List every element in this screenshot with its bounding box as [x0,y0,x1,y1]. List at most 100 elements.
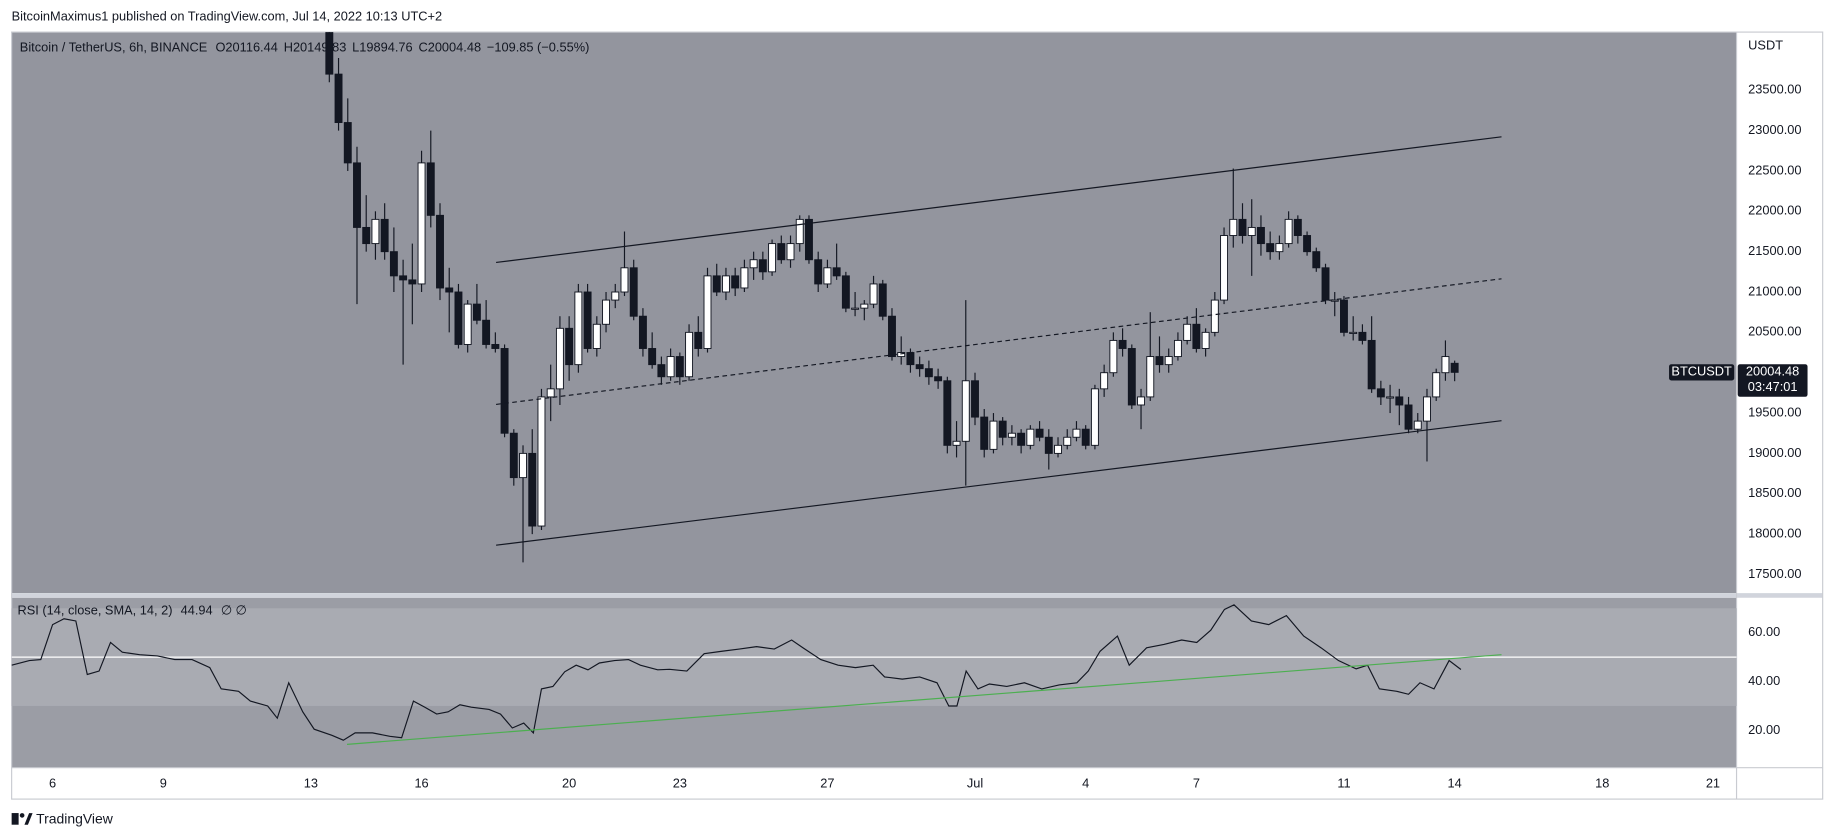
candle-body [795,218,804,245]
legend-value: 20149.83 [293,40,346,55]
candle-body [1127,348,1136,406]
trendline [496,136,1502,264]
legend-value: 19894.76 [359,40,412,55]
candle-body [1441,356,1450,374]
legend-value: 20116.44 [225,40,277,55]
candle-body [1155,356,1164,366]
candle-body [1321,267,1330,301]
x-tick-label: 18 [1595,775,1609,790]
candle-body [620,267,629,293]
logo-mark [19,813,25,818]
candle-body [1100,372,1109,390]
candle-body [971,380,979,418]
byline: BitcoinMaximus1 published on TradingView… [12,8,442,23]
candle-body [860,303,869,309]
candle-body [1423,396,1431,422]
candle-body [389,251,398,277]
candle-body [528,452,537,527]
candle-body [353,162,361,228]
candle-body [454,291,463,345]
candle-body [1413,420,1422,430]
candle-body [1376,388,1385,398]
candle-body [1109,339,1118,374]
x-tick-label: 9 [160,775,167,790]
rsi-line [11,604,1462,741]
candle-body [592,323,601,349]
candle-body [546,388,555,398]
x-tick-label: Jul [967,775,983,790]
candle-body [638,315,647,349]
rsi-title: RSI (14, close, SMA, 14, 2) [17,603,172,618]
candle-body [1220,235,1229,301]
rsi-tick-label: 60.00 [1748,624,1780,639]
candle-body [491,343,500,349]
candle-body [740,267,749,289]
y-tick-label: 22000.00 [1748,203,1801,218]
legend-change: −109.85 (−0.55%) [487,40,589,55]
footer-brand: TradingView [36,811,114,827]
candle-body [694,331,703,349]
x-tick-label: 16 [414,775,428,790]
rsi-tick-label: 40.00 [1748,673,1780,688]
symbol-box [1669,364,1735,381]
candle-body [685,331,694,378]
candle-body [648,348,657,366]
candle-body [869,283,878,305]
candle-body [1063,436,1072,446]
candle-body [1340,299,1348,333]
legend-letter: C [418,40,427,55]
candle-body [408,279,417,285]
candle-body [1395,396,1404,406]
candle-body [1173,339,1182,358]
candle-body [703,275,712,349]
candle-body [509,432,518,479]
candle-body [1450,362,1459,373]
candle-body [565,327,574,366]
trendline [496,278,1502,405]
x-tick-label: 4 [1082,775,1089,790]
candle-body [657,364,666,378]
candle-body [851,307,860,310]
candle-body [1284,218,1293,245]
legend-letter: H [284,40,293,55]
candle-body [888,315,896,358]
candle-body [712,275,721,293]
candle-body [805,218,813,261]
candle-body [500,348,509,434]
candle-body [1247,226,1256,236]
candle-body [814,259,823,285]
y-tick-label: 20500.00 [1748,324,1801,339]
candle-body [1330,299,1339,302]
y-tick-label: 17500.00 [1748,566,1801,581]
candle-body [998,420,1007,438]
candle-body [924,368,933,378]
candle-body [519,452,527,479]
legend-symbol: Bitcoin / TetherUS, 6h, BINANCE [20,40,208,55]
candle-body [1432,372,1441,398]
candle-body [1367,339,1376,390]
candle-body [1035,428,1044,438]
candle-body [1090,388,1099,446]
candle-body [436,214,444,289]
candle-body [1386,396,1395,399]
candle-body [1072,428,1081,438]
candle-body [399,275,408,281]
candle-body [325,32,334,75]
candle-body [602,299,610,325]
candle-body [758,259,767,273]
candle-body [749,259,758,269]
candle-body [463,303,472,345]
candle-body [934,376,943,382]
y-tick-label: 18500.00 [1748,485,1801,500]
candle-body [1044,436,1053,454]
symbol-label: BTCUSDT [1671,364,1732,379]
candle-body [786,243,795,261]
legend-value: 20004.48 [428,40,481,55]
candle-body [1164,356,1173,366]
price-label: 20004.48 [1746,364,1799,379]
candle-body [574,291,583,366]
x-tick-label: 23 [673,775,687,790]
candle-body [952,440,961,446]
candle-body [362,226,371,245]
y-tick-label: 19000.00 [1748,445,1801,460]
